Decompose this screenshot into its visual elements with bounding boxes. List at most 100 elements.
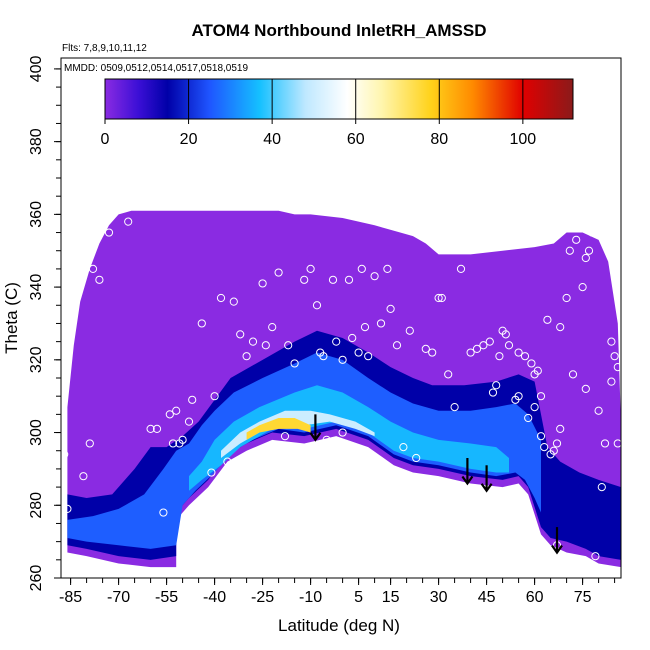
observation-point <box>421 344 430 354</box>
observation-point <box>607 377 616 386</box>
observation-point <box>290 359 299 368</box>
observation-point <box>383 264 392 274</box>
observation-point <box>322 435 331 444</box>
y-tick-label: 260 <box>28 565 45 592</box>
observation-point <box>79 472 88 481</box>
colorbar: 0 20 40 60 80 100 <box>101 78 574 148</box>
observation-point <box>63 504 72 514</box>
observation-point <box>261 341 270 350</box>
x-tick-label: 5 <box>354 589 363 606</box>
x-tick-label: -10 <box>299 589 322 606</box>
observation-point <box>95 275 104 284</box>
observation-point <box>466 348 475 357</box>
y-tick-label: 340 <box>28 274 45 301</box>
dates-note: MMDD: 0509,0512,0514,0517,0518,0519 <box>64 63 248 74</box>
observation-point <box>236 330 245 339</box>
observation-point <box>556 322 565 332</box>
observation-point <box>591 552 600 561</box>
arrow-marker <box>461 458 474 486</box>
observation-point <box>88 264 98 274</box>
observation-point <box>565 246 574 255</box>
observation-point <box>434 293 443 303</box>
observation-point <box>332 337 341 346</box>
observation-point <box>328 275 338 284</box>
observation-point <box>514 392 523 401</box>
observation-point <box>514 348 523 357</box>
observation-point <box>258 279 267 288</box>
flights-note: Flts: 7,8,9,10,11,12 <box>62 43 147 54</box>
observation-point <box>536 392 546 401</box>
observation-point <box>562 293 571 303</box>
observation-point <box>597 482 606 492</box>
field-band <box>67 330 621 560</box>
observation-point <box>488 388 498 397</box>
y-tick-label: 360 <box>28 201 45 228</box>
field-band <box>221 410 375 458</box>
observation-point <box>524 413 533 423</box>
observation-point <box>600 439 610 448</box>
observation-point <box>338 428 347 437</box>
observation-point <box>319 352 328 361</box>
x-tick-label: 30 <box>430 589 448 606</box>
y-tick-label: 320 <box>28 346 45 373</box>
observation-point <box>533 366 542 375</box>
observation-point <box>348 333 357 343</box>
x-axis: -85 -70 -55 -40 -25 -10 5 15 30 45 60 75 <box>59 578 616 606</box>
observation-point <box>568 370 578 379</box>
observation-point <box>392 341 402 350</box>
observation-points <box>61 213 621 561</box>
observation-point <box>344 275 354 284</box>
observation-point <box>572 235 581 244</box>
observation-point <box>479 341 488 350</box>
observation-point <box>501 330 510 339</box>
observation-point <box>165 410 174 419</box>
observation-point <box>184 417 194 426</box>
chart-title: ATOM4 Northbound InletRH_AMSSD <box>192 21 487 40</box>
observation-point <box>66 322 75 332</box>
colorbar-tick-label: 20 <box>180 131 198 148</box>
colorbar-tick-label: 100 <box>510 131 537 148</box>
observation-point <box>300 275 309 284</box>
x-axis-label: Latitude (deg N) <box>278 616 400 635</box>
observation-point <box>354 348 363 357</box>
observation-point <box>207 468 216 477</box>
observation-point <box>536 432 546 441</box>
observation-point <box>405 326 414 335</box>
observation-point <box>472 344 482 354</box>
observation-point <box>274 268 283 277</box>
observation-point <box>540 442 549 452</box>
observation-point <box>357 264 366 274</box>
observation-point <box>172 406 181 415</box>
observation-point <box>124 217 133 226</box>
observation-point <box>450 402 459 412</box>
colorbar-tick-label: 40 <box>263 131 281 148</box>
x-tick-label: 60 <box>526 589 544 606</box>
observation-point <box>104 228 114 237</box>
observation-point <box>242 352 251 361</box>
observation-point <box>364 352 373 361</box>
observation-point <box>444 370 453 379</box>
y-axis: 260 280 300 320 340 360 380 400 <box>28 55 61 591</box>
observation-point <box>504 341 514 350</box>
observation-point <box>581 253 590 263</box>
colorbar-tick-label: 80 <box>430 131 448 148</box>
observation-point <box>229 297 238 306</box>
observation-point <box>437 293 446 303</box>
x-tick-label: -70 <box>107 589 130 606</box>
x-tick-label: 15 <box>382 589 400 606</box>
observation-point <box>360 322 370 332</box>
observation-point <box>197 319 206 328</box>
observation-point <box>527 359 536 368</box>
observation-point <box>159 508 168 517</box>
observation-point <box>530 402 539 412</box>
observation-point <box>485 337 494 346</box>
observation-point <box>399 442 408 452</box>
x-tick-label: -40 <box>203 589 226 606</box>
observation-point <box>613 439 621 448</box>
observation-point <box>428 348 437 357</box>
observation-point <box>223 457 232 466</box>
observation-point <box>69 308 78 317</box>
observation-point <box>370 272 379 281</box>
observation-point <box>495 352 504 361</box>
